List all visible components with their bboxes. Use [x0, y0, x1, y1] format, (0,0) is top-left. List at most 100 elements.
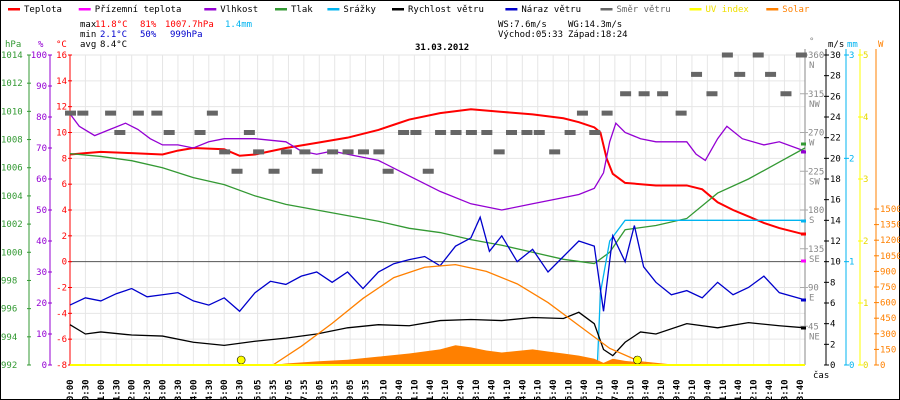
percent-tick-label: 100	[31, 51, 47, 61]
celsius-tick-label: 4	[62, 206, 67, 216]
series-end-marker	[801, 298, 806, 302]
x-tick-label: 16:40	[580, 379, 590, 400]
solar-measured-area	[272, 345, 672, 365]
direction-compass-label: NE	[809, 332, 820, 342]
solar-tick-label: 0	[880, 361, 885, 371]
x-tick-label: 13:10	[472, 379, 482, 400]
x-tick-label: 05:00	[220, 379, 230, 400]
wind-direction-mark	[194, 130, 206, 135]
x-tick-label: 07:05	[284, 379, 294, 400]
speed-tick-label: 24	[830, 113, 841, 123]
stat-sunset: Západ:18:24	[568, 30, 628, 40]
speed-tick-label: 0	[830, 361, 835, 371]
x-tick-label: 23:40	[796, 379, 806, 400]
direction-axis-title: °	[809, 37, 814, 47]
uv-tick-label: 2	[863, 237, 868, 247]
wind-direction-mark	[481, 130, 493, 135]
stat-min-label: min	[80, 30, 96, 40]
speed-tick-label: 22	[830, 134, 841, 144]
celsius-tick-label: 8	[62, 154, 67, 164]
direction-tick-label: 135	[808, 245, 824, 255]
celsius-tick-label: -4	[56, 309, 67, 319]
legend-swatch	[204, 8, 217, 11]
stat-avg-temp: 8.4°C	[100, 40, 127, 50]
legend-label-3: Tlak	[291, 5, 313, 15]
percent-tick-label: 0	[42, 361, 47, 371]
x-tick-label: 01:30	[112, 379, 122, 400]
wind-direction-mark	[373, 149, 385, 155]
series-line-n-raz-v-tru	[69, 215, 806, 313]
stat-wg: WG:14.3m/s	[568, 20, 622, 30]
speed-tick-label: 30	[830, 51, 841, 61]
hpa-axis-title: hPa	[5, 40, 21, 50]
direction-tick-label: 225	[808, 167, 824, 177]
direction-tick-label: 270	[808, 129, 824, 139]
direction-compass-label: N	[809, 61, 814, 71]
x-tick-label: 15:40	[549, 379, 559, 400]
percent-tick-label: 50	[36, 206, 47, 216]
x-tick-label: 18:10	[626, 379, 636, 400]
stat-max-press: 1007.7hPa	[165, 20, 214, 30]
x-tick-label: 06:05	[254, 379, 264, 400]
series-end-marker	[801, 326, 806, 330]
speed-tick-label: 18	[830, 175, 841, 185]
x-tick-label: 14:40	[518, 379, 528, 400]
solar-axis-title: W	[878, 40, 884, 50]
legend-label-1: Přízemní teplota	[95, 5, 182, 15]
speed-tick-label: 8	[830, 278, 835, 288]
x-tick-label: 09:05	[346, 379, 356, 400]
wind-direction-mark	[114, 130, 126, 135]
x-tick-label: 06:35	[269, 379, 279, 400]
wind-direction-mark	[132, 110, 144, 116]
x-tick-label: 21:40	[734, 379, 744, 400]
legend-swatch	[275, 8, 287, 11]
wind-direction-mark	[493, 149, 505, 155]
hpa-tick-label: 1010	[1, 107, 23, 117]
wind-direction-mark	[533, 130, 545, 135]
percent-tick-label: 60	[36, 175, 47, 185]
x-tick-label: 20:10	[688, 379, 698, 400]
stat-min-press: 999hPa	[170, 30, 203, 40]
speed-tick-label: 28	[830, 72, 841, 82]
speed-tick-label: 14	[830, 216, 841, 226]
legend-swatch	[600, 8, 613, 11]
series-end-marker	[801, 142, 806, 146]
x-tick-label: 08:35	[331, 379, 341, 400]
direction-compass-label: SE	[809, 255, 820, 265]
percent-tick-label: 30	[36, 268, 47, 278]
hpa-tick-label: 992	[1, 361, 17, 371]
wind-direction-mark	[657, 91, 669, 97]
x-tick-label: 04:30	[205, 379, 215, 400]
stat-sunrise: Východ:05:33	[498, 30, 563, 40]
direction-compass-label: SW	[809, 177, 820, 187]
stat-min-hum: 50%	[140, 30, 157, 40]
legend-label-9: Solar	[782, 5, 810, 15]
direction-compass-label: S	[809, 216, 814, 226]
celsius-axis-title: °C	[56, 40, 67, 50]
x-tick-label: 20:40	[703, 379, 713, 400]
solar-tick-label: 1200	[880, 236, 900, 246]
wind-direction-mark	[549, 149, 561, 155]
celsius-tick-label: 0	[62, 258, 67, 268]
wind-direction-mark	[268, 168, 280, 174]
wind-direction-mark	[163, 130, 175, 135]
hpa-tick-label: 996	[1, 305, 17, 315]
x-tick-label: 21:10	[719, 379, 729, 400]
speed-tick-label: 6	[830, 299, 835, 309]
series-end-marker	[801, 219, 806, 223]
hpa-tick-label: 1002	[1, 220, 23, 230]
wind-direction-mark	[638, 91, 650, 97]
wind-direction-mark	[564, 130, 576, 135]
speed-tick-label: 20	[830, 154, 841, 164]
x-tick-label: 07:35	[300, 379, 310, 400]
direction-compass-label: NW	[809, 100, 820, 110]
series-line-teplota	[69, 108, 806, 236]
legend-label-0: Teplota	[24, 5, 62, 15]
wind-direction-mark	[253, 149, 265, 155]
wind-direction-mark	[206, 110, 218, 116]
stat-max-hum: 81%	[140, 20, 157, 30]
wind-direction-mark	[620, 91, 632, 97]
x-tick-label: 04:00	[189, 379, 199, 400]
rain-axis-title: mm	[847, 40, 858, 50]
